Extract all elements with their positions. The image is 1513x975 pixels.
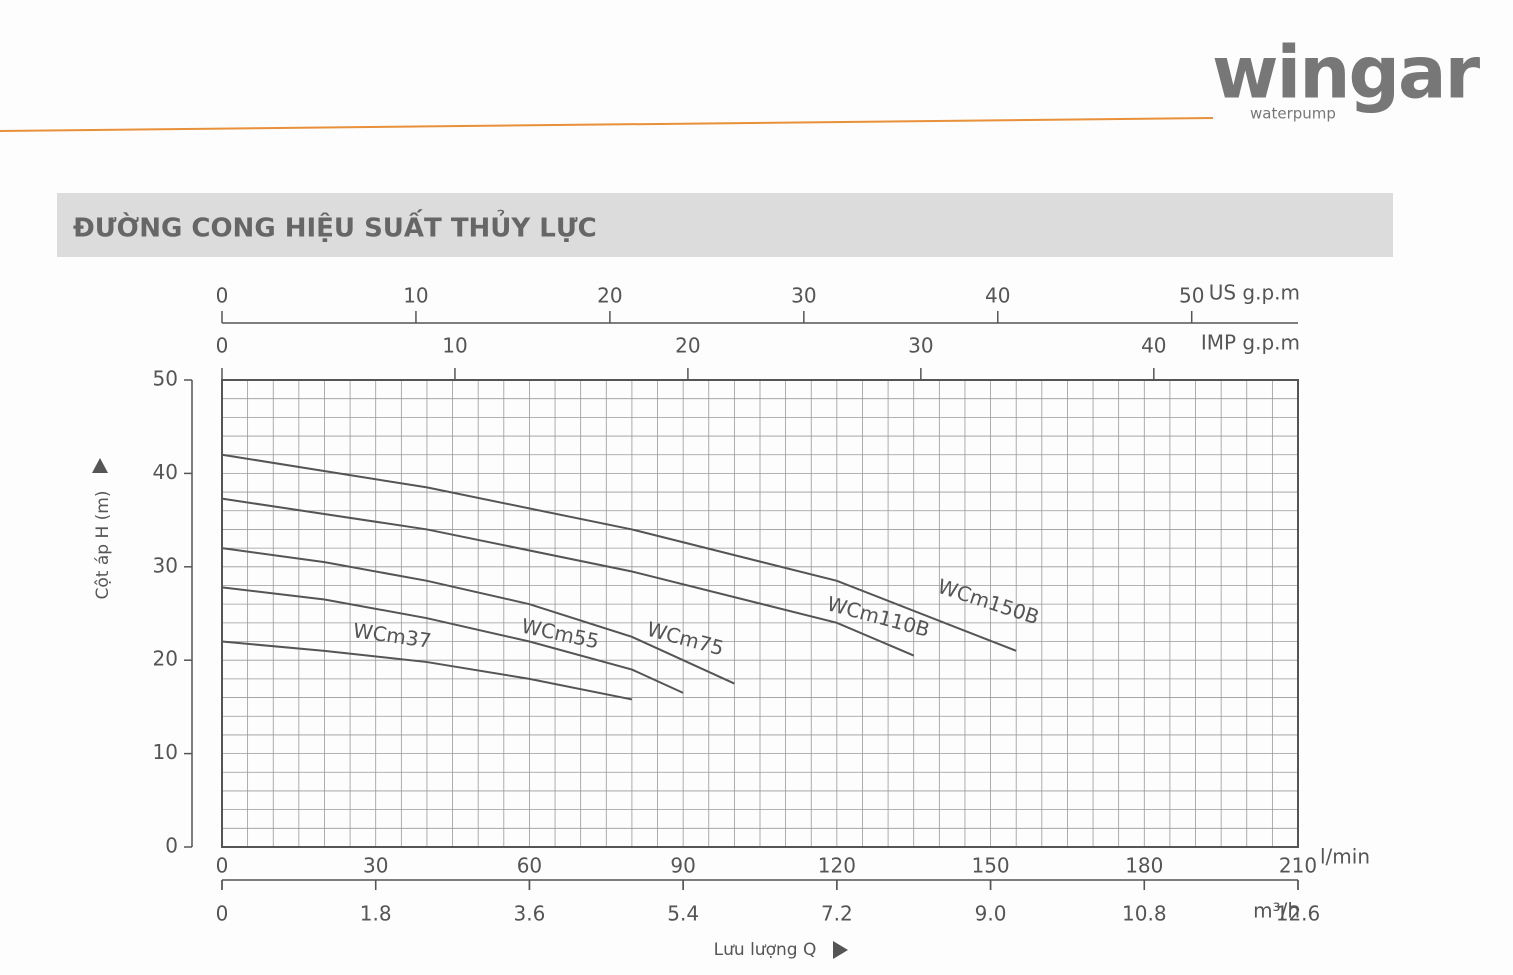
y-tick-label: 0 bbox=[165, 834, 178, 858]
title-bar bbox=[57, 193, 1393, 257]
secondary-tick-label: 0 bbox=[216, 284, 229, 308]
secondary-tick-label: 5.4 bbox=[667, 902, 699, 926]
y-tick-label: 30 bbox=[153, 553, 178, 577]
x-tick-label: 90 bbox=[670, 854, 695, 878]
x-unit: l/min bbox=[1320, 845, 1370, 869]
secondary-unit: m³/h bbox=[1253, 899, 1300, 923]
secondary-tick-label: 10.8 bbox=[1122, 902, 1167, 926]
x-arrow bbox=[833, 941, 848, 959]
secondary-tick-label: 10 bbox=[442, 334, 467, 358]
x-tick-label: 60 bbox=[517, 854, 542, 878]
y-tick-label: 50 bbox=[153, 367, 178, 391]
x-axis-label: Lưu lượng Q bbox=[714, 940, 817, 960]
brand-tagline: waterpump bbox=[1250, 105, 1336, 123]
x-tick-label: 30 bbox=[363, 854, 388, 878]
curve bbox=[221, 497, 915, 657]
x-tick-label: 180 bbox=[1125, 854, 1163, 878]
y-tick-label: 10 bbox=[153, 740, 178, 764]
chart-title: ĐƯỜNG CONG HIỆU SUẤT THỦY LỰC bbox=[73, 208, 597, 244]
secondary-tick-label: 0 bbox=[216, 334, 229, 358]
secondary-tick-label: 40 bbox=[985, 284, 1010, 308]
y-tick-label: 40 bbox=[153, 460, 178, 484]
secondary-unit: US g.p.m bbox=[1209, 281, 1300, 305]
x-tick-label: 120 bbox=[818, 854, 856, 878]
secondary-unit: IMP g.p.m bbox=[1201, 331, 1300, 355]
x-tick-label: 150 bbox=[971, 854, 1009, 878]
header-rule bbox=[0, 117, 1214, 132]
brand-logo: wingar bbox=[1212, 31, 1481, 115]
secondary-tick-label: 12.6 bbox=[1276, 902, 1321, 926]
curve bbox=[221, 547, 735, 685]
secondary-tick-label: 10 bbox=[403, 284, 428, 308]
secondary-tick-label: 7.2 bbox=[821, 902, 853, 926]
plot-frame bbox=[221, 379, 1299, 848]
secondary-tick-label: 20 bbox=[675, 334, 700, 358]
secondary-tick-label: 30 bbox=[791, 284, 816, 308]
secondary-tick-label: 3.6 bbox=[514, 902, 546, 926]
secondary-tick-label: 0 bbox=[216, 902, 229, 926]
secondary-tick-label: 50 bbox=[1179, 284, 1204, 308]
secondary-tick-label: 9.0 bbox=[975, 902, 1007, 926]
secondary-tick-label: 40 bbox=[1141, 334, 1166, 358]
y-tick-label: 20 bbox=[153, 647, 178, 671]
y-axis-label: Cột áp H (m) bbox=[93, 491, 113, 600]
curve bbox=[221, 586, 684, 694]
curve bbox=[221, 640, 633, 701]
secondary-tick-label: 1.8 bbox=[360, 902, 392, 926]
secondary-tick-label: 20 bbox=[597, 284, 622, 308]
y-arrow bbox=[92, 458, 108, 473]
secondary-tick-label: 30 bbox=[908, 334, 933, 358]
x-tick-label: 210 bbox=[1279, 854, 1317, 878]
curve bbox=[221, 453, 1017, 652]
x-tick-label: 0 bbox=[216, 854, 229, 878]
